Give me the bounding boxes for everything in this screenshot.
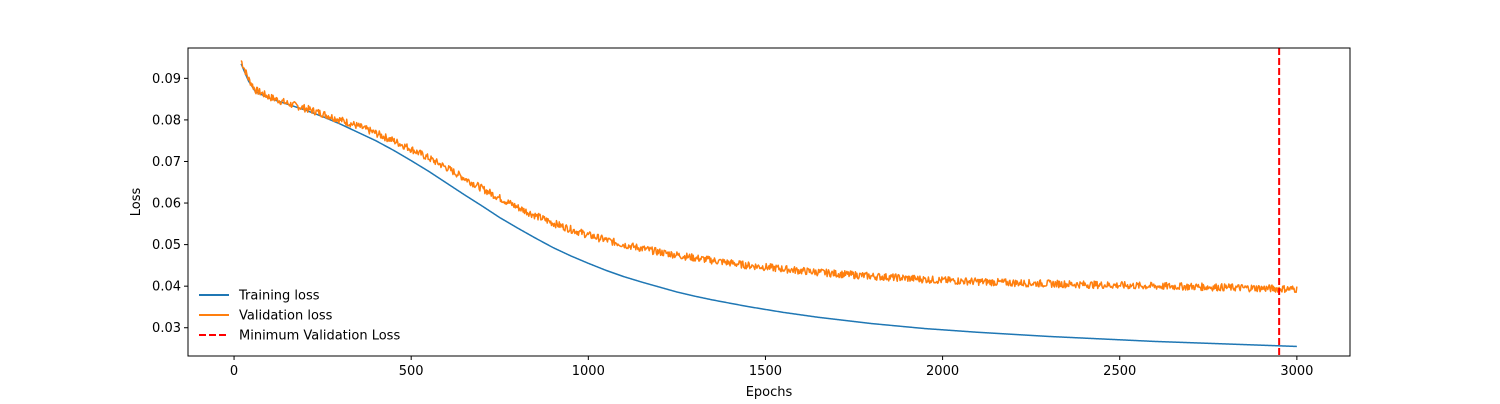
y-tick-label: 0.07 xyxy=(152,155,181,170)
legend-label-training-loss: Training loss xyxy=(238,289,320,304)
x-axis-ticks: 0 500 1000 1500 2000 2500 3000 xyxy=(230,356,1313,379)
x-tick-label: 3000 xyxy=(1280,364,1313,379)
legend: Training loss Validation loss Minimum Vali… xyxy=(199,289,400,344)
y-tick-label: 0.06 xyxy=(152,197,181,212)
x-tick-label: 2000 xyxy=(926,364,959,379)
y-axis-label: Loss xyxy=(129,188,144,217)
x-axis-label: Epochs xyxy=(746,385,793,400)
validation-loss-line xyxy=(240,60,1298,294)
plot-frame xyxy=(187,47,1351,357)
training-loss-line xyxy=(240,63,1297,348)
legend-label-validation-loss: Validation loss xyxy=(239,309,333,324)
x-tick-label: 2500 xyxy=(1103,364,1136,379)
y-tick-label: 0.03 xyxy=(152,321,181,336)
y-axis-ticks: 0.03 0.04 0.05 0.06 0.07 0.08 0.09 xyxy=(152,72,188,336)
x-tick-label: 1500 xyxy=(749,364,782,379)
x-tick-label: 1000 xyxy=(572,364,605,379)
x-tick-label: 0 xyxy=(230,364,238,379)
y-tick-label: 0.08 xyxy=(152,113,181,128)
x-tick-label: 500 xyxy=(399,364,424,379)
legend-label-minimum-validation-loss: Minimum Validation Loss xyxy=(239,329,400,344)
plot-lines xyxy=(240,48,1298,356)
y-tick-label: 0.04 xyxy=(152,280,181,295)
y-tick-label: 0.05 xyxy=(152,238,181,253)
y-tick-label: 0.09 xyxy=(152,72,181,87)
